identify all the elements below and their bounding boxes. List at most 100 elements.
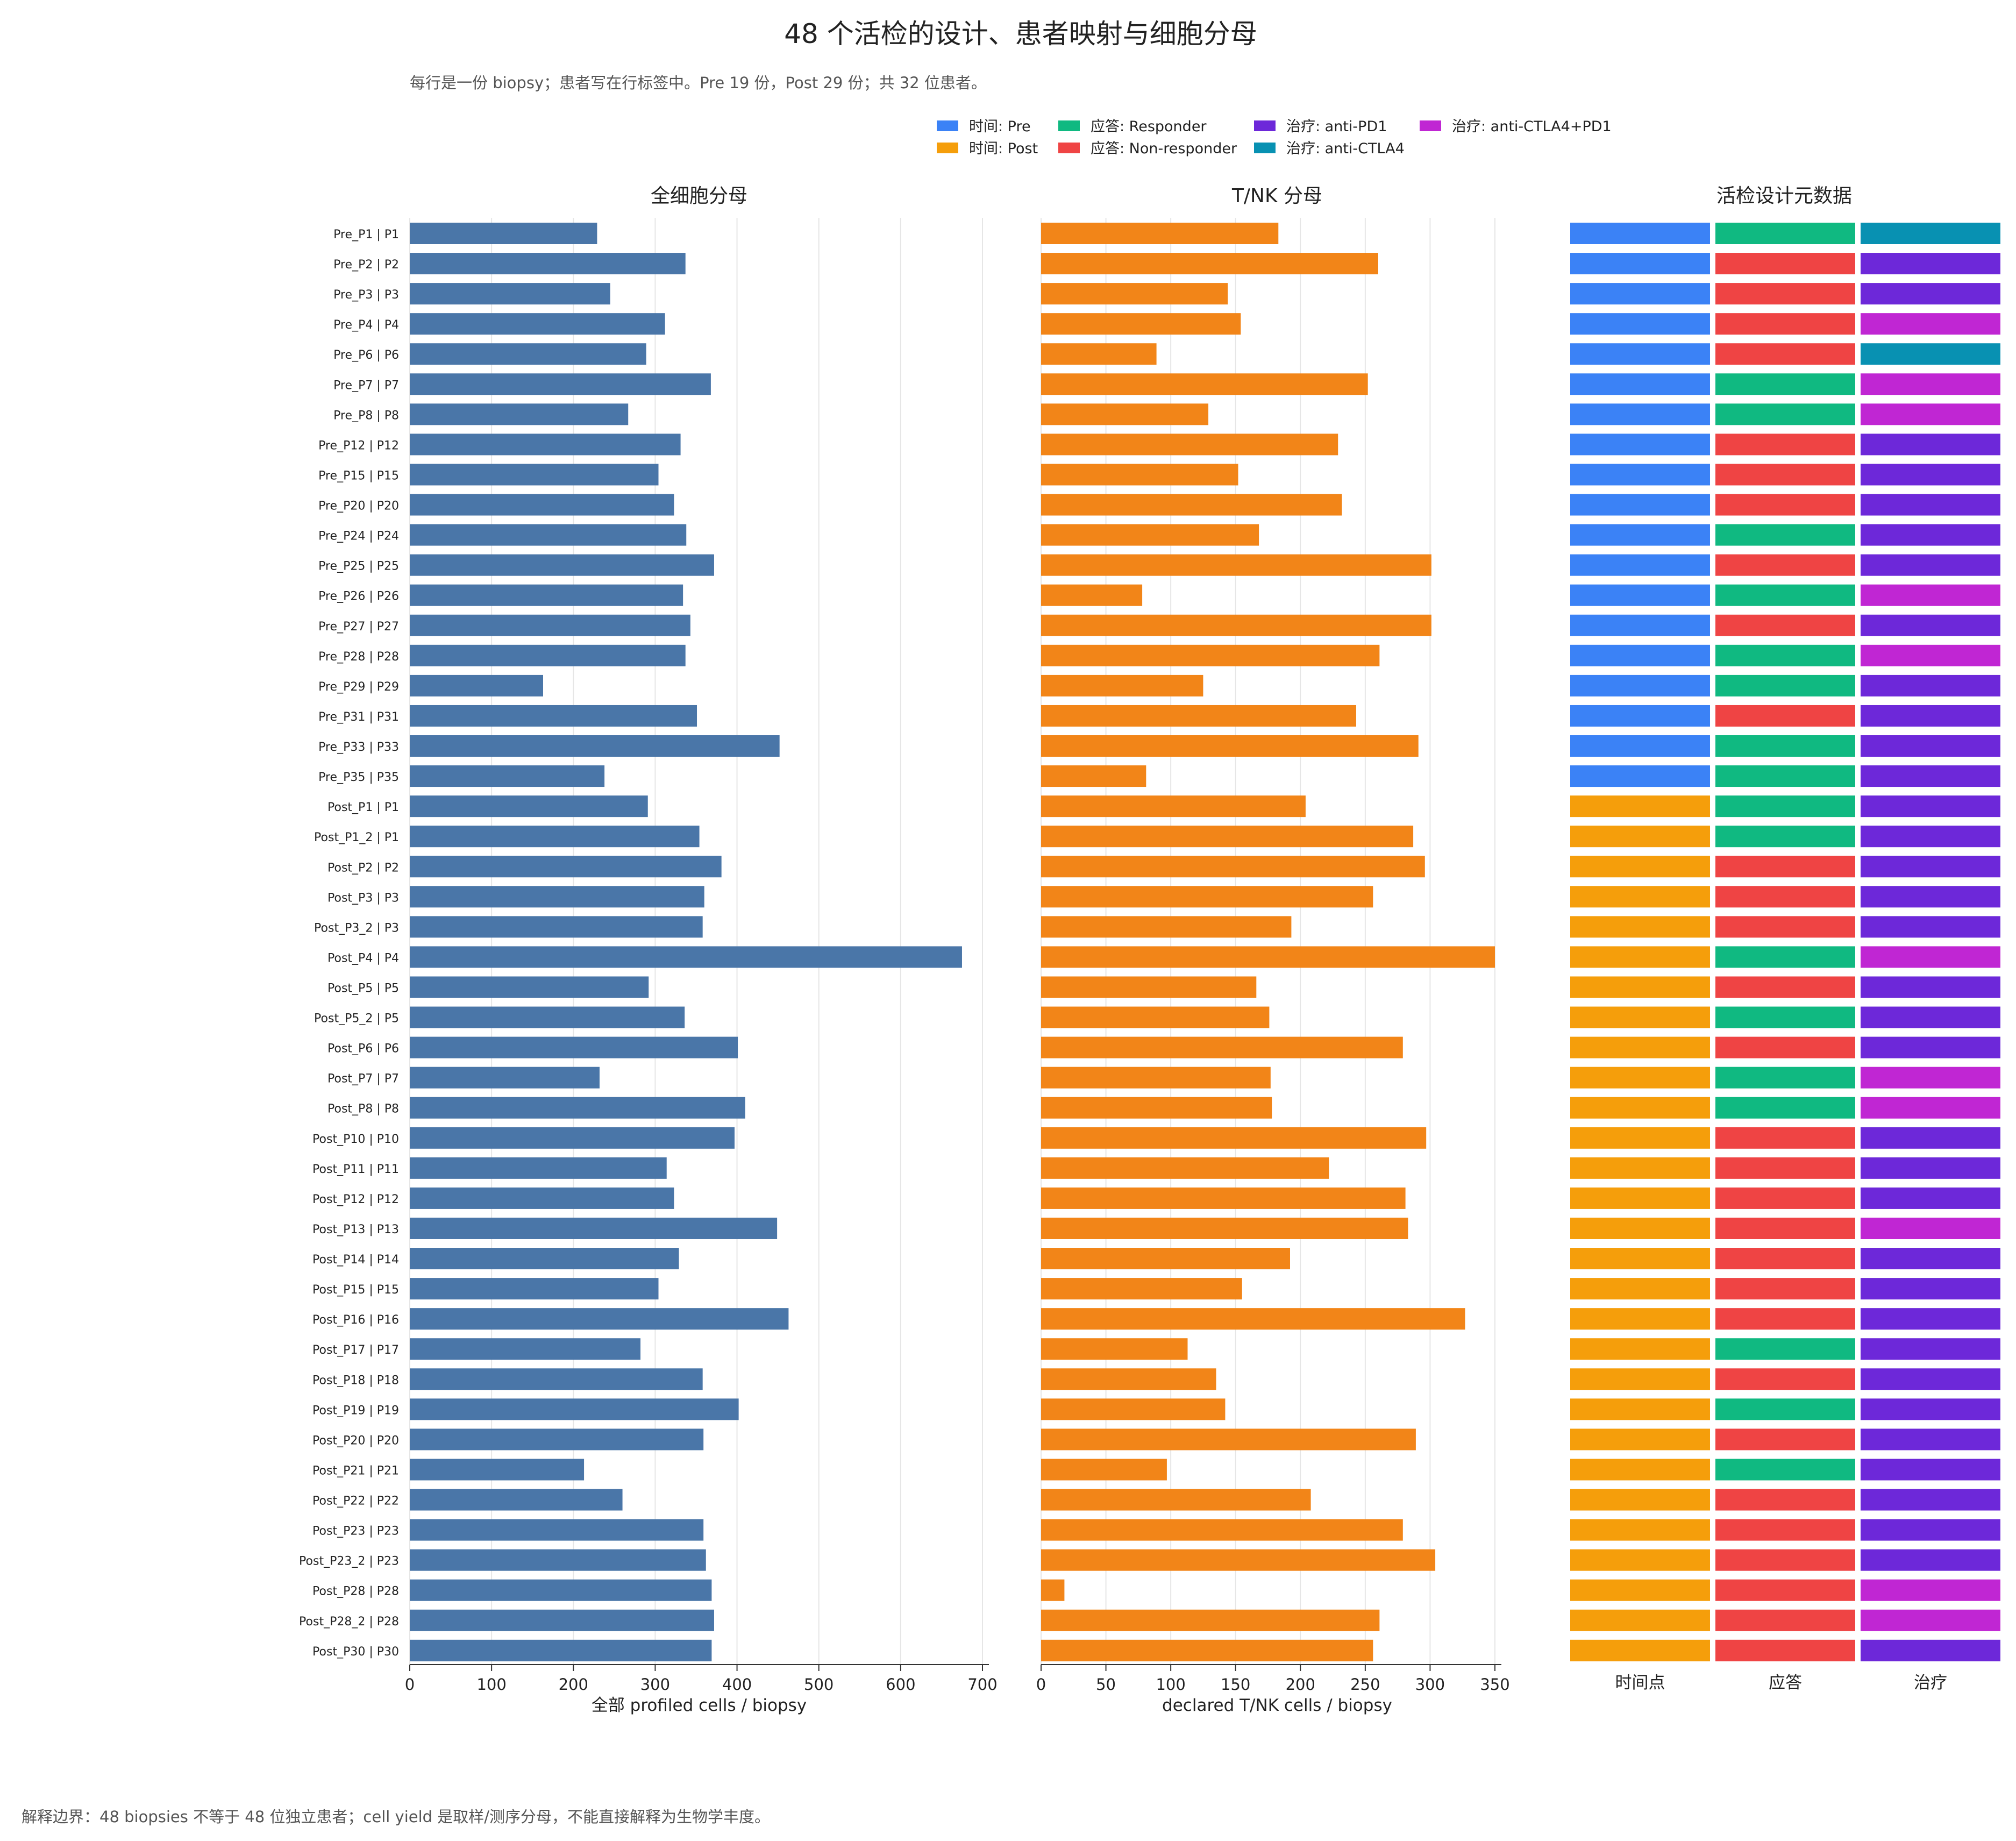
metadata-cell <box>1861 1549 2000 1571</box>
metadata-column-label: 时间点 <box>1615 1673 1665 1693</box>
row-label: Post_P7 | P7 <box>327 1072 399 1086</box>
tnk-bars <box>1041 223 1495 1661</box>
row-label: Post_P8 | P8 <box>327 1103 399 1116</box>
metadata-cell <box>1861 946 2000 968</box>
metadata-cell <box>1861 1428 2000 1451</box>
metadata-panel-title: 活检设计元数据 <box>1716 185 1852 207</box>
bar <box>1041 795 1306 818</box>
row-label: Post_P13 | P13 <box>312 1223 399 1236</box>
metadata-cell <box>1570 1459 1710 1481</box>
metadata-cell <box>1570 916 1710 938</box>
tick-label: 500 <box>804 1675 834 1694</box>
bar <box>410 433 681 456</box>
metadata-cell <box>1861 644 2000 666</box>
bar <box>410 1157 667 1179</box>
metadata-cell <box>1715 1609 1855 1631</box>
bar <box>1041 554 1431 576</box>
bar <box>410 1187 674 1209</box>
legend-label: 应答: Non-responder <box>1091 140 1237 157</box>
row-label: Post_P6 | P6 <box>327 1042 399 1056</box>
row-label: Post_P2 | P2 <box>327 861 399 875</box>
row-label: Post_P16 | P16 <box>312 1313 399 1327</box>
metadata-cell <box>1570 1428 1710 1451</box>
metadata-cell <box>1570 313 1710 335</box>
bar <box>410 554 714 576</box>
metadata-cell <box>1570 1639 1710 1661</box>
metadata-cell <box>1861 524 2000 546</box>
metadata-cell <box>1715 705 1855 727</box>
metadata-cell <box>1570 1278 1710 1300</box>
row-label: Post_P19 | P19 <box>312 1404 399 1417</box>
legend-swatch <box>1254 143 1276 153</box>
tick-label: 300 <box>640 1675 670 1694</box>
bar <box>410 313 665 335</box>
metadata-cell <box>1570 886 1710 908</box>
total-cells-panel: 全细胞分母 0 100 200 300 400 500 600 700 全部 profiled… <box>405 185 998 1715</box>
metadata-cell <box>1715 1308 1855 1330</box>
metadata-cell <box>1570 644 1710 666</box>
bar <box>1041 1097 1272 1119</box>
metadata-cell <box>1715 1248 1855 1270</box>
metadata-cell <box>1861 343 2000 365</box>
metadata-cell <box>1861 1308 2000 1330</box>
row-label: Pre_P1 | P1 <box>333 228 399 241</box>
bar <box>410 1338 641 1360</box>
metadata-cell <box>1570 223 1710 244</box>
legend-label: 治疗: anti-CTLA4 <box>1286 140 1405 157</box>
metadata-cell <box>1570 1609 1710 1631</box>
row-label: Pre_P26 | P26 <box>318 590 399 603</box>
metadata-cell <box>1861 1097 2000 1119</box>
row-label: Pre_P15 | P15 <box>318 469 399 482</box>
bar <box>410 1217 778 1239</box>
bar <box>1041 464 1238 486</box>
total-panel-title: 全细胞分母 <box>651 185 747 207</box>
metadata-cell <box>1861 1579 2000 1601</box>
legend-swatch <box>1058 120 1080 131</box>
bar <box>410 253 686 275</box>
metadata-cell <box>1715 826 1855 848</box>
tick-label: 350 <box>1480 1675 1509 1694</box>
tick-label: 600 <box>886 1675 915 1694</box>
bar <box>410 494 674 516</box>
bar <box>1041 223 1279 244</box>
metadata-cell <box>1715 1067 1855 1089</box>
bar <box>1041 1579 1065 1601</box>
row-label: Post_P5_2 | P5 <box>314 1012 399 1026</box>
metadata-cell <box>1861 1398 2000 1420</box>
metadata-cell <box>1861 1067 2000 1089</box>
metadata-cell <box>1570 283 1710 305</box>
metadata-cell <box>1570 403 1710 425</box>
metadata-cell <box>1715 433 1855 456</box>
bar <box>1041 1489 1311 1511</box>
metadata-cell <box>1715 1579 1855 1601</box>
tnk-panel-title: T/NK 分母 <box>1231 185 1322 207</box>
row-labels: Pre_P1 | P1 Pre_P2 | P2 Pre_P3 | P3 Pre_P4 … <box>299 228 399 1659</box>
legend-swatch <box>937 120 958 131</box>
row-label: Post_P4 | P4 <box>327 951 399 965</box>
metadata-cell <box>1861 283 2000 305</box>
metadata-column-labels: 时间点 应答 治疗 <box>1615 1673 1948 1693</box>
bar <box>410 886 704 908</box>
bar <box>1041 343 1157 365</box>
row-label: Post_P5 | P5 <box>327 982 399 996</box>
row-label: Pre_P35 | P35 <box>318 771 399 784</box>
metadata-cell <box>1715 1428 1855 1451</box>
metadata-cell <box>1570 1308 1710 1330</box>
legend-label: 治疗: anti-CTLA4+PD1 <box>1452 118 1612 135</box>
bar <box>1041 644 1380 666</box>
metadata-cell <box>1715 1187 1855 1209</box>
metadata-cell <box>1715 494 1855 516</box>
metadata-cell <box>1861 1127 2000 1149</box>
metadata-column-label: 治疗 <box>1914 1673 1947 1693</box>
metadata-cell <box>1570 373 1710 395</box>
total-bars <box>410 223 962 1661</box>
metadata-cell <box>1715 976 1855 998</box>
bar <box>1041 1338 1188 1360</box>
metadata-cell <box>1715 403 1855 425</box>
metadata-cell <box>1715 524 1855 546</box>
metadata-cell <box>1861 1519 2000 1541</box>
bar <box>1041 1428 1416 1451</box>
figure-subtitle: 每行是一份 biopsy；患者写在行标签中。Pre 19 份，Post 29 份… <box>410 74 987 92</box>
metadata-cell <box>1715 373 1855 395</box>
metadata-cell <box>1715 795 1855 818</box>
